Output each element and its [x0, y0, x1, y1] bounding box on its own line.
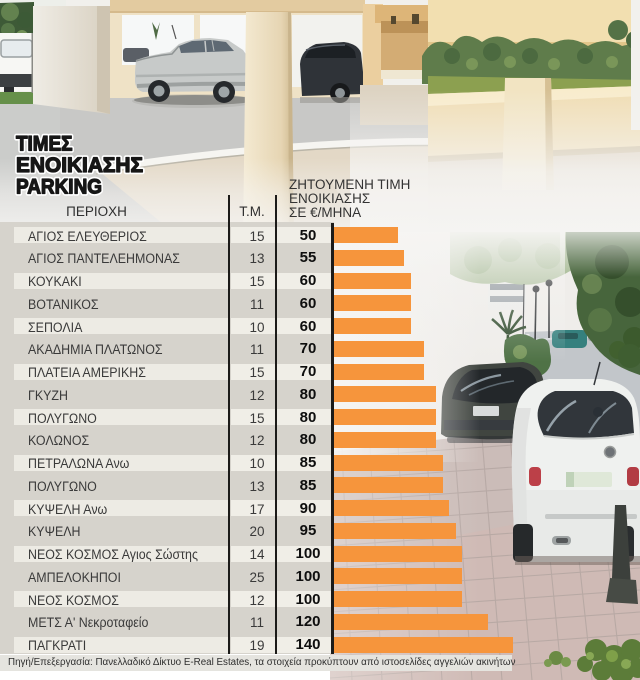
- svg-text:PARKING: PARKING: [16, 175, 102, 198]
- svg-text:ΕΝΟΙΚΙΑΣΗΣ: ΕΝΟΙΚΙΑΣΗΣ: [16, 154, 143, 177]
- svg-text:ΕΝΟΙΚΙΑΣΗΣ: ΕΝΟΙΚΙΑΣΗΣ: [16, 154, 143, 177]
- svg-text:ΤΙΜΕΣ: ΤΙΜΕΣ: [16, 133, 73, 156]
- svg-text:ΤΙΜΕΣ: ΤΙΜΕΣ: [16, 133, 73, 156]
- svg-text:PARKING: PARKING: [16, 175, 102, 198]
